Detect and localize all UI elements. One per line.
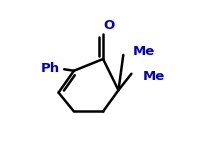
Text: O: O <box>103 19 114 32</box>
Text: Me: Me <box>133 45 155 58</box>
Text: Me: Me <box>143 70 165 83</box>
Text: Ph: Ph <box>41 62 60 75</box>
